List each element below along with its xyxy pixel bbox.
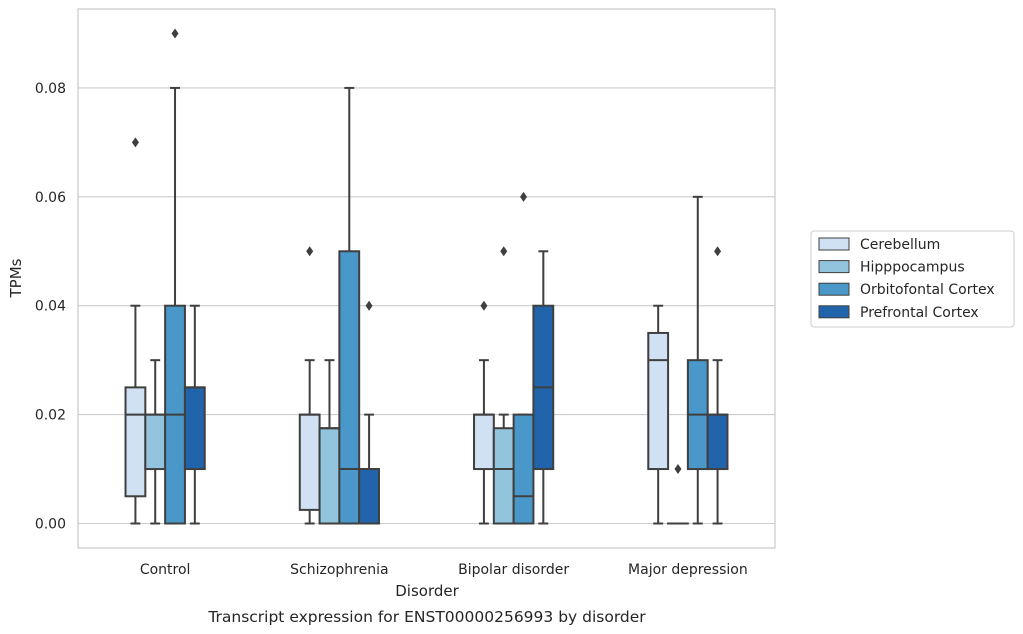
box-plot <box>124 137 147 525</box>
outlier-point <box>674 464 682 475</box>
box-plot <box>532 250 555 525</box>
legend-label: Hipppocampus <box>860 260 965 276</box>
legend-frame <box>810 230 1015 328</box>
box-plot <box>473 300 495 525</box>
legend: Cerebellum Hipppocampus Orbitofontal Corte… <box>810 230 1015 328</box>
box-plot <box>183 304 206 525</box>
y-tick-labels: 0.00 0.02 0.04 0.06 0.08 <box>35 81 66 533</box>
y-tick-label: 0.08 <box>35 81 66 97</box>
legend-swatch <box>818 282 850 296</box>
outlier-point <box>171 28 179 39</box>
box-plot <box>358 300 380 525</box>
box <box>318 427 341 525</box>
box-plot <box>318 359 341 525</box>
x-tick-label: Schizophrenia <box>290 562 388 578</box>
legend-label: Cerebellum <box>860 237 940 253</box>
outlier-point <box>480 300 488 311</box>
box-plot <box>492 246 515 525</box>
box-plot <box>667 464 689 525</box>
box-plot <box>338 86 361 525</box>
y-tick-label: 0.06 <box>35 190 66 206</box>
outlier-point <box>714 246 722 257</box>
plot-frame <box>77 8 776 549</box>
box <box>144 413 167 471</box>
box-plot <box>164 28 186 525</box>
box <box>183 386 206 471</box>
chart-caption: Transcript expression for ENST0000025699… <box>207 608 646 626</box>
y-tick-label: 0.02 <box>35 408 66 424</box>
box <box>647 331 670 471</box>
box <box>473 413 495 471</box>
legend-swatch <box>818 260 850 274</box>
x-tick-label: Control <box>140 562 191 578</box>
outlier-point <box>500 246 508 257</box>
box-plot <box>647 304 670 525</box>
legend-label: Orbitofontal Cortex <box>860 282 995 298</box>
outlier-point <box>365 300 373 311</box>
box-groups <box>124 28 729 525</box>
y-tick-label: 0.00 <box>35 517 66 533</box>
box <box>492 427 515 525</box>
outlier-point <box>520 191 528 202</box>
y-axis-label: TPMs <box>7 258 25 298</box>
y-tick-label: 0.04 <box>35 299 66 315</box>
box <box>124 386 147 498</box>
x-axis-label: Disorder <box>395 582 459 600</box>
box-plot <box>686 195 709 525</box>
box-plot <box>298 246 321 525</box>
box <box>298 413 321 511</box>
x-tick-label: Major depression <box>628 562 748 578</box>
box-plot <box>512 191 535 525</box>
legend-swatch <box>818 305 850 319</box>
legend-swatch <box>818 237 850 251</box>
outlier-point <box>306 246 314 257</box>
box <box>358 468 380 525</box>
x-tick-label: Bipolar disorder <box>458 562 569 578</box>
box <box>706 413 729 471</box>
box <box>512 413 535 525</box>
x-tick-labels: Control Schizophrenia Bipolar disorder Majo… <box>140 562 748 578</box>
outlier-point <box>131 137 139 148</box>
box <box>338 250 361 525</box>
legend-label: Prefrontal Cortex <box>860 305 979 321</box>
box-plot <box>144 359 167 525</box>
box-plot <box>706 246 729 525</box>
